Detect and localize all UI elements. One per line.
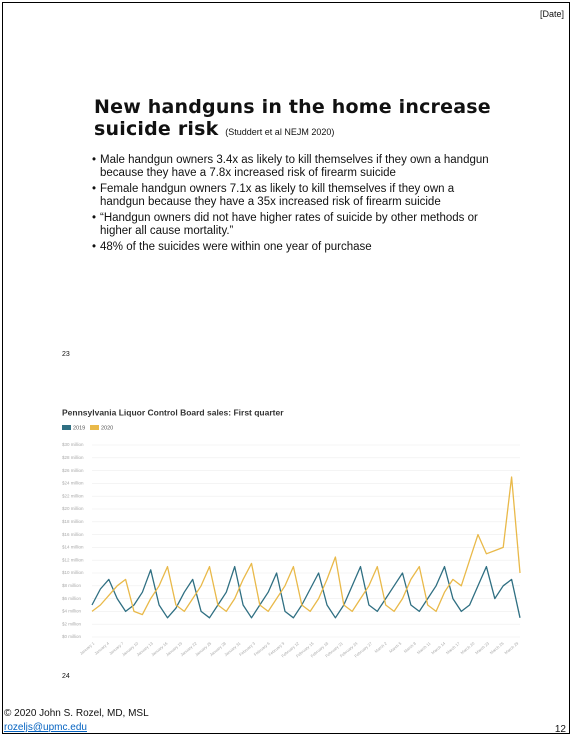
y-tick-label: $30 million: [62, 442, 84, 447]
email-link[interactable]: rozeljs@upmc.edu: [4, 722, 87, 733]
page-number: 12: [554, 724, 566, 735]
y-tick-label: $4 million: [62, 609, 82, 614]
y-tick-label: $18 million: [62, 519, 84, 524]
legend-swatch: [62, 425, 71, 430]
bullet: Female handgun owners 7.1x as likely to …: [92, 183, 492, 208]
series-line: [91, 476, 521, 616]
copyright: © 2020 John S. Rozel, MD, MSL: [4, 708, 149, 719]
x-tick-label: March 29: [503, 640, 520, 655]
y-tick-label: $0 million: [62, 634, 82, 639]
bullet: “Handgun owners did not have higher rate…: [92, 212, 492, 237]
x-tick-label: March 14: [430, 640, 447, 655]
y-tick-label: $16 million: [62, 532, 84, 537]
y-tick-label: $22 million: [62, 493, 84, 498]
y-tick-label: $26 million: [62, 468, 84, 473]
x-tick-label: March 2: [373, 640, 388, 654]
legend-swatch: [90, 425, 99, 430]
title-line: New handguns in the home increase: [94, 96, 491, 118]
title-line: suicide risk (Studdert et al NEJM 2020): [94, 118, 491, 143]
y-tick-label: $2 million: [62, 621, 82, 626]
slide-number: 24: [62, 673, 70, 680]
title-line: suicide risk: [94, 118, 219, 140]
y-tick-label: $6 million: [62, 596, 82, 601]
bullet: 48% of the suicides were within one year…: [92, 241, 492, 254]
x-tick-label: March 11: [416, 640, 432, 655]
y-tick-label: $24 million: [62, 481, 84, 486]
y-tick-label: $20 million: [62, 506, 84, 511]
legend-label: 2019: [73, 425, 85, 431]
x-tick-label: March 5: [388, 640, 403, 654]
bullet: Male handgun owners 3.4x as likely to ki…: [92, 154, 492, 179]
y-tick-label: $14 million: [62, 545, 84, 550]
x-tick-label: March 23: [474, 640, 491, 655]
date: [Date]: [539, 9, 564, 19]
citation: (Studdert et al NEJM 2020): [225, 127, 335, 137]
series-line: [91, 565, 521, 619]
y-tick-label: $8 million: [62, 583, 82, 588]
x-tick-label: March 17: [445, 640, 462, 655]
legend-label: 2020: [101, 425, 113, 431]
slide-number: 23: [62, 351, 70, 358]
x-tick-label: March 26: [489, 640, 506, 655]
x-tick-label: March 20: [459, 640, 476, 655]
y-tick-label: $28 million: [62, 455, 84, 460]
slide-title: New handguns in the home increase suicid…: [94, 96, 491, 143]
bullet-list: Male handgun owners 3.4x as likely to ki…: [92, 154, 492, 258]
y-tick-label: $10 million: [62, 570, 84, 575]
chart-title: Pennsylvania Liquor Control Board sales:…: [62, 407, 284, 417]
y-tick-label: $12 million: [62, 557, 84, 562]
